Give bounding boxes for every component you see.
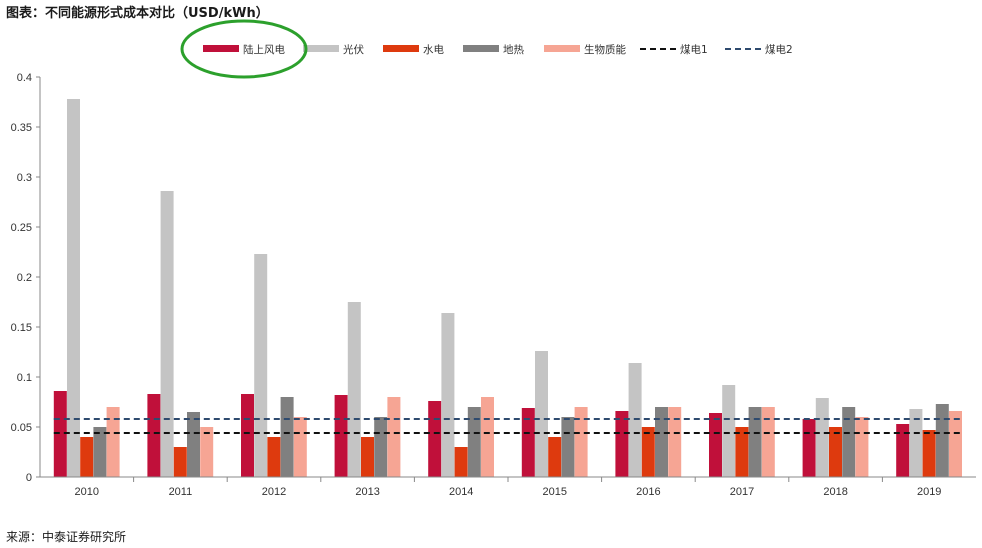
bar-biomass-2016 — [668, 407, 682, 477]
bar-onshore_wind-2011 — [147, 394, 161, 477]
bar-geothermal-2011 — [187, 412, 200, 477]
y-tick-label: 0 — [26, 472, 32, 484]
bar-geothermal-2012 — [280, 397, 294, 477]
bar-geothermal-2015 — [561, 417, 575, 477]
bar-onshore_wind-2014 — [428, 401, 442, 477]
chart-title: 图表：不同能源形式成本对比（USD/kWh） — [6, 6, 269, 21]
x-tick-label: 2013 — [355, 486, 379, 498]
bar-biomass-2012 — [293, 417, 307, 477]
bar-hydro-2016 — [641, 427, 655, 477]
bar-biomass-2014 — [481, 397, 494, 477]
x-tick-label: 2018 — [823, 486, 847, 498]
bar-geothermal-2019 — [935, 404, 949, 477]
x-axis: 2010 2011 2012 2013 2014 2015 2016 2017 2018 2019 — [40, 476, 976, 498]
bar-hydro-2010 — [80, 437, 94, 477]
x-tick-label: 2015 — [543, 486, 567, 498]
bar-onshore_wind-2017 — [709, 413, 722, 477]
bar-onshore_wind-2019 — [896, 424, 910, 477]
bar-geothermal-2010 — [93, 427, 107, 477]
legend-label: 煤电1 — [680, 43, 708, 56]
bar-solar-2015 — [535, 351, 548, 477]
highlight-circle — [180, 19, 308, 79]
bar-hydro-2018 — [829, 427, 842, 477]
bar-biomass-2019 — [949, 411, 962, 477]
y-tick-label: 0.3 — [17, 172, 32, 184]
legend-label: 地热 — [503, 43, 524, 56]
bar-biomass-2010 — [106, 407, 120, 477]
x-tick-label: 2017 — [730, 486, 754, 498]
legend-label: 生物质能 — [584, 43, 626, 56]
legend-label: 光伏 — [343, 43, 364, 56]
bar-onshore_wind-2013 — [334, 395, 348, 477]
x-tick-label: 2011 — [169, 486, 193, 498]
bar-hydro-2015 — [548, 437, 562, 477]
y-tick-label: 0.2 — [17, 272, 32, 284]
y-tick-label: 0.15 — [11, 322, 32, 334]
legend-swatch — [463, 45, 499, 52]
bar-geothermal-2013 — [374, 417, 388, 477]
x-tick-label: 2012 — [262, 486, 286, 498]
bar-geothermal-2018 — [842, 407, 856, 477]
bar-hydro-2017 — [735, 427, 749, 477]
legend-swatch — [203, 45, 239, 52]
y-tick-label: 0.4 — [17, 72, 32, 84]
legend-swatch — [544, 45, 580, 52]
x-tick-label: 2014 — [449, 486, 473, 498]
bar-biomass-2018 — [855, 417, 869, 477]
x-tick-label: 2019 — [917, 486, 941, 498]
y-tick-label: 0.1 — [17, 372, 32, 384]
bar-solar-2010 — [67, 99, 80, 477]
bar-hydro-2012 — [267, 437, 281, 477]
bar-solar-2011 — [160, 191, 174, 477]
reference-lines — [53, 418, 963, 434]
legend-swatch — [303, 45, 339, 52]
bar-hydro-2011 — [173, 447, 187, 477]
bar-onshore_wind-2012 — [241, 394, 254, 477]
bar-geothermal-2014 — [467, 407, 481, 477]
x-tick-label: 2016 — [636, 486, 660, 498]
bars-layer — [53, 99, 962, 477]
legend-swatch — [383, 45, 419, 52]
bar-onshore_wind-2016 — [615, 411, 629, 477]
bar-onshore_wind-2018 — [802, 419, 816, 477]
bar-geothermal-2016 — [655, 407, 668, 477]
bar-biomass-2013 — [387, 397, 401, 477]
bar-hydro-2014 — [454, 447, 468, 477]
bar-hydro-2019 — [922, 430, 936, 477]
bar-geothermal-2017 — [748, 407, 762, 477]
legend-label: 煤电2 — [765, 43, 793, 56]
y-tick-label: 0.35 — [11, 122, 32, 134]
y-tick-label: 0.05 — [11, 422, 32, 434]
bar-onshore_wind-2010 — [53, 391, 67, 477]
bar-solar-2013 — [347, 302, 361, 477]
bar-biomass-2015 — [574, 407, 588, 477]
legend-label: 水电 — [423, 43, 444, 56]
bar-solar-2017 — [722, 385, 736, 477]
bar-hydro-2013 — [361, 437, 374, 477]
y-tick-label: 0.25 — [11, 222, 32, 234]
y-axis: 0 0.05 0.1 0.15 0.2 0.25 0.3 0.35 0.4 — [11, 72, 41, 484]
legend-label: 陆上风电 — [243, 43, 285, 56]
bar-solar-2019 — [909, 409, 923, 477]
bar-biomass-2011 — [200, 427, 214, 477]
bar-solar-2012 — [254, 254, 268, 477]
source-note: 来源：中泰证券研究所 — [6, 530, 127, 544]
bar-onshore_wind-2015 — [521, 408, 535, 477]
bar-biomass-2017 — [761, 407, 775, 477]
bar-solar-2014 — [441, 313, 455, 477]
bar-solar-2018 — [815, 398, 829, 477]
legend: 陆上风电 光伏 水电 地热 生物质能 煤电1 煤电2 — [180, 19, 793, 79]
x-tick-label: 2010 — [75, 486, 99, 498]
